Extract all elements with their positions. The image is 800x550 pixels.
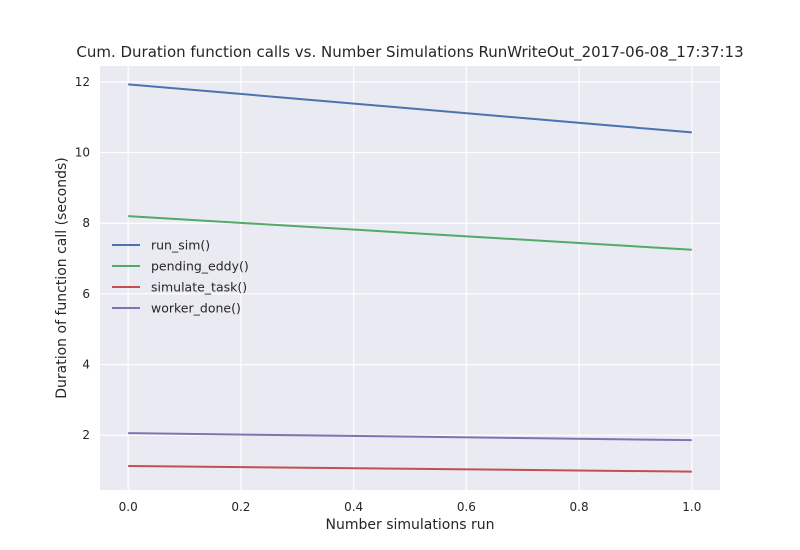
series-line-3: [128, 432, 692, 442]
y-tick-label: 10: [75, 146, 90, 160]
legend-label: worker_done(): [151, 301, 241, 316]
x-tick-label: 0.4: [344, 500, 363, 514]
x-tick-label: 0.6: [457, 500, 476, 514]
legend-label: run_sim(): [151, 238, 210, 253]
x-tick-label: 0.2: [231, 500, 250, 514]
chart-title: Cum. Duration function calls vs. Number …: [76, 43, 743, 62]
series-lines: [128, 83, 692, 473]
y-tick-label: 6: [82, 287, 90, 301]
x-tick-label: 0.8: [570, 500, 589, 514]
x-tick-label: 1.0: [682, 500, 701, 514]
grid: [100, 66, 720, 490]
x-axis-label: Number simulations run: [326, 517, 495, 533]
y-tick-label: 2: [82, 428, 90, 442]
series-line-1: [128, 215, 692, 251]
series-line-0: [128, 83, 692, 134]
x-axis-ticks: 0.0 0.2 0.4 0.6 0.8 1.0: [119, 500, 702, 514]
x-tick-label: 0.0: [119, 500, 138, 514]
plot-area: [100, 66, 720, 490]
series-line-2: [128, 464, 692, 473]
legend-label: pending_eddy(): [151, 259, 249, 274]
legend-label: simulate_task(): [151, 280, 247, 295]
y-axis-label: Duration of function call (seconds): [54, 157, 70, 399]
y-tick-label: 12: [75, 75, 90, 89]
y-axis-ticks: 2 4 6 8 10 12: [75, 75, 90, 442]
legend: run_sim() pending_eddy() simulate_task()wo…: [112, 238, 249, 316]
y-tick-label: 4: [82, 358, 90, 372]
y-tick-label: 8: [82, 216, 90, 230]
